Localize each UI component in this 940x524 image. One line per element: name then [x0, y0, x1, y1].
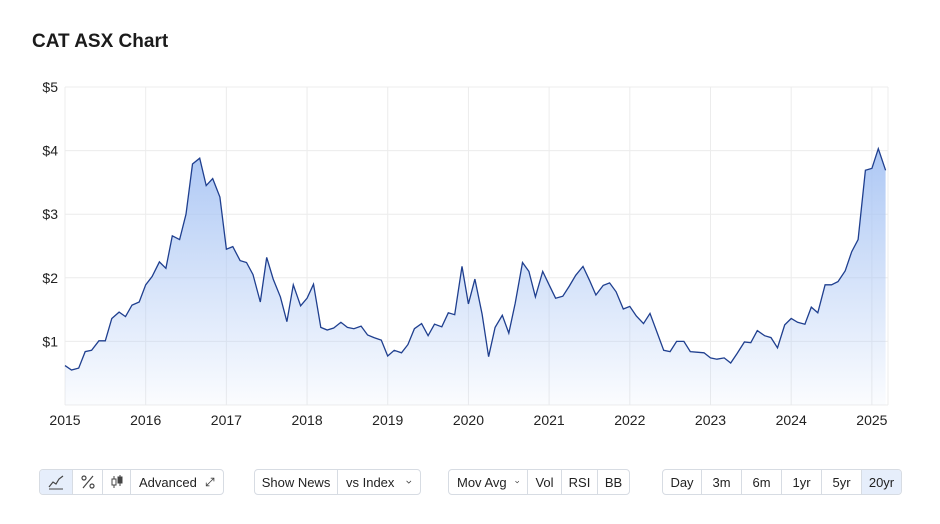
chevron-down-icon: [514, 480, 519, 484]
percent-icon: [80, 475, 95, 489]
show-news-button[interactable]: Show News: [255, 470, 338, 494]
line-chart-icon: [48, 475, 64, 490]
vs-index-label: vs Index: [346, 474, 395, 490]
vol-button[interactable]: Vol: [528, 470, 562, 494]
candlestick-icon: [111, 475, 122, 488]
advanced-label: Advanced: [139, 474, 197, 490]
x-tick-label: 2020: [453, 412, 484, 428]
x-tick-label: 2016: [130, 412, 161, 428]
x-tick-label: 2024: [776, 412, 807, 428]
mov-avg-label: Mov Avg: [457, 474, 507, 490]
range-button-day[interactable]: Day: [663, 470, 702, 494]
line-chart-button[interactable]: [40, 470, 73, 494]
x-tick-label: 2021: [534, 412, 565, 428]
percent-button[interactable]: [73, 470, 103, 494]
x-tick-label: 2019: [372, 412, 403, 428]
range-button-1yr[interactable]: 1yr: [782, 470, 822, 494]
x-tick-label: 2022: [614, 412, 645, 428]
x-tick-label: 2023: [695, 412, 726, 428]
price-chart: $1 $2 $3 $4 $5 2015 2016 2017 2018 2019 2020 2021 2…: [42, 79, 889, 428]
candlestick-button[interactable]: [103, 470, 131, 494]
range-button-3m[interactable]: 3m: [702, 470, 742, 494]
x-tick-label: 2015: [49, 412, 80, 428]
range-button-20yr[interactable]: 20yr: [862, 470, 901, 494]
x-tick-label: 2017: [211, 412, 242, 428]
expand-icon: [205, 477, 215, 487]
y-tick-label: $2: [42, 270, 58, 286]
y-tick-label: $3: [42, 206, 58, 222]
chart-type-toolbar: Advanced: [39, 469, 224, 495]
y-tick-label: $5: [42, 79, 58, 95]
news-index-toolbar: Show News vs Index: [254, 469, 421, 495]
x-tick-label: 2018: [291, 412, 322, 428]
price-area: [65, 148, 886, 405]
mov-avg-select[interactable]: Mov Avg: [449, 470, 528, 494]
range-button-6m[interactable]: 6m: [742, 470, 782, 494]
bb-button[interactable]: BB: [604, 474, 623, 490]
range-button-5yr[interactable]: 5yr: [822, 470, 862, 494]
y-tick-label: $4: [42, 143, 58, 159]
page-title: CAT ASX Chart: [32, 31, 169, 52]
price-line: [64, 146, 887, 371]
y-tick-label: $1: [42, 333, 58, 349]
advanced-button[interactable]: Advanced: [131, 470, 223, 494]
range-toolbar: Day 3m 6m 1yr 5yr 20yr: [662, 469, 902, 495]
vs-index-select[interactable]: vs Index: [338, 470, 420, 494]
indicators-toolbar: Mov Avg Vol RSI BB: [448, 469, 630, 495]
rsi-button[interactable]: RSI: [562, 470, 598, 494]
x-tick-label: 2025: [856, 412, 887, 428]
chevron-down-icon: [406, 480, 412, 484]
